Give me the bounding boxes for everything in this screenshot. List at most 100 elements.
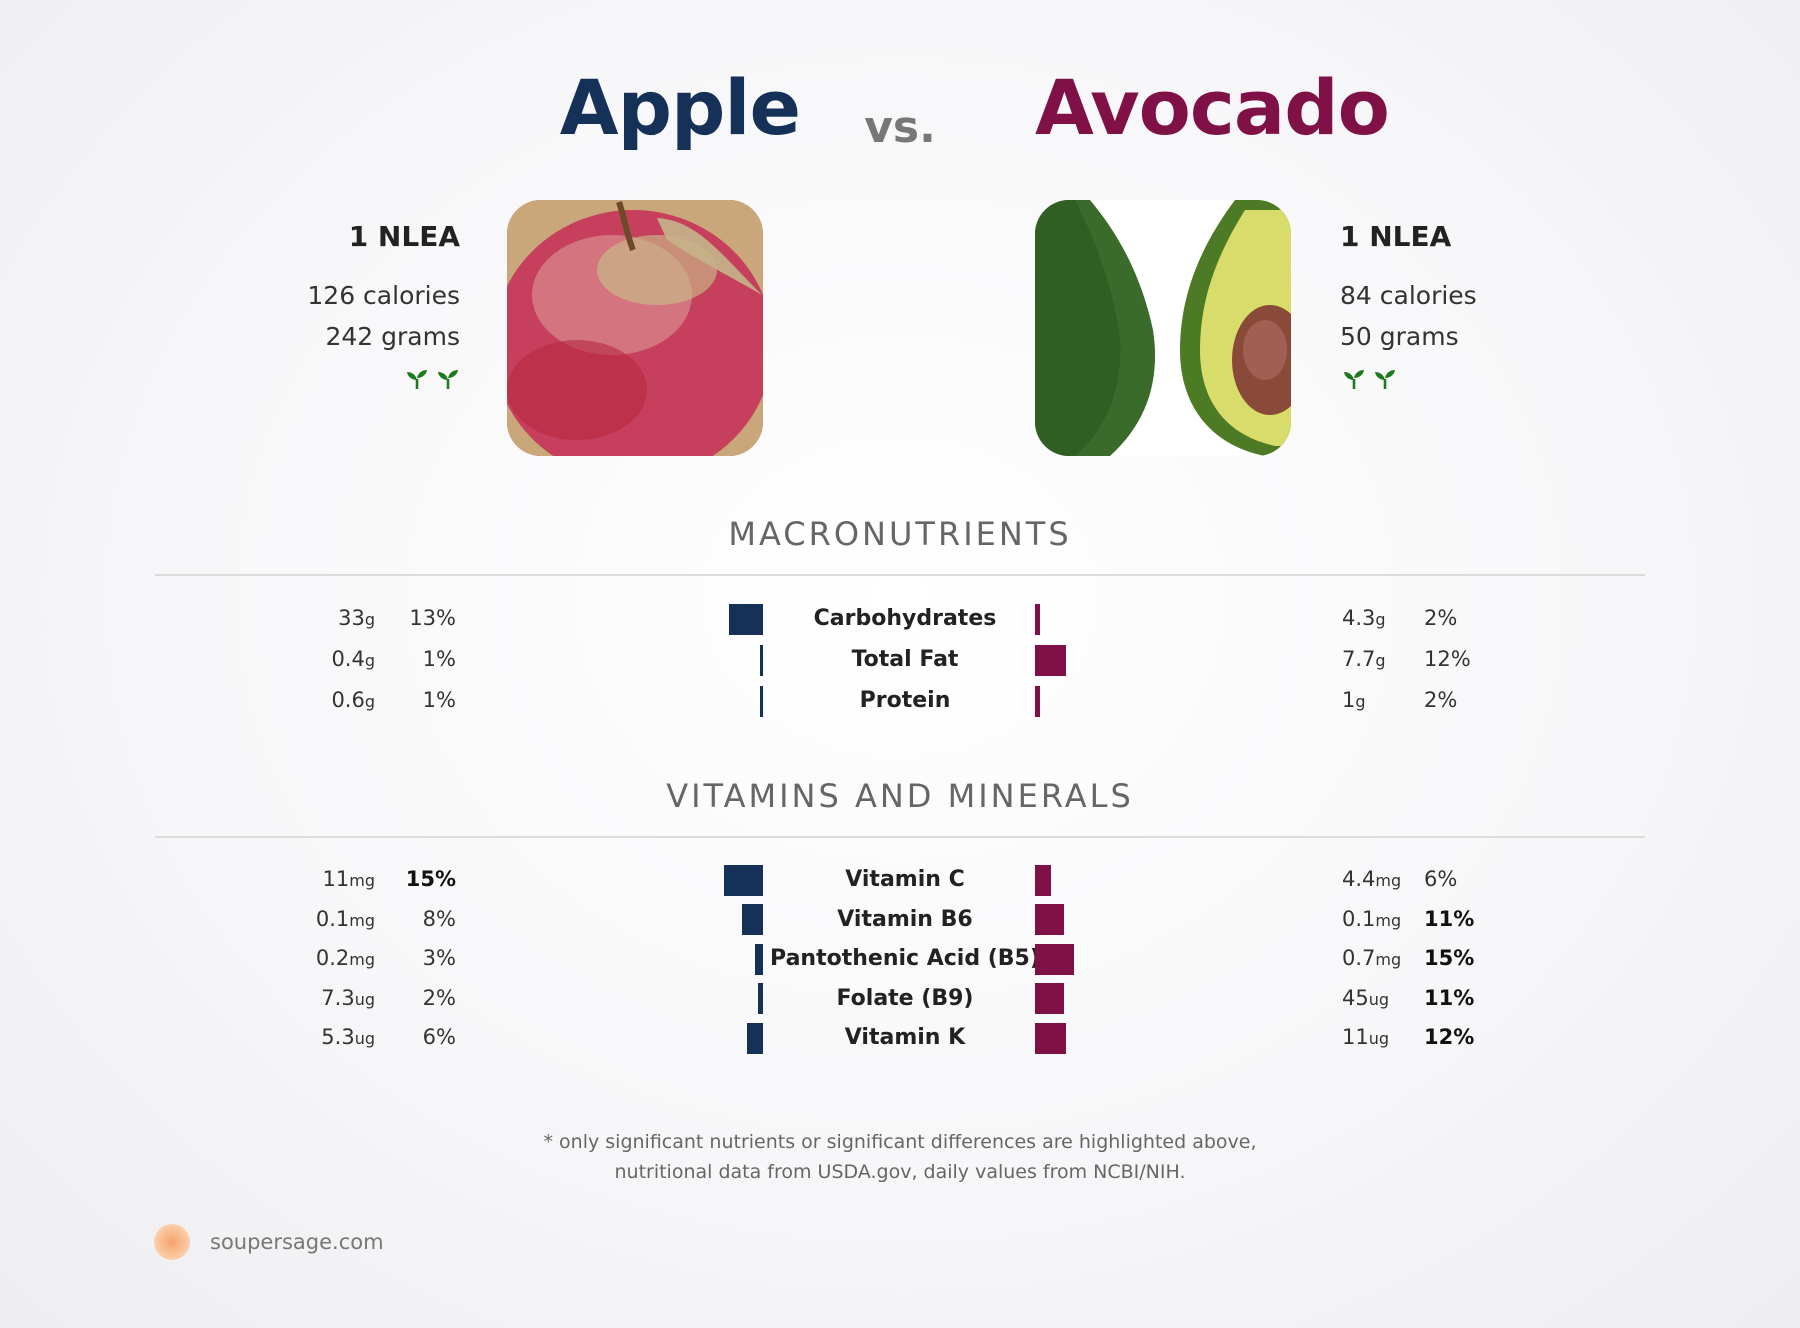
footnote-line-1: * only significant nutrients or signific… [543,1131,1257,1153]
left-amount-total-fat-unit: g [364,651,375,670]
brand-link[interactable]: soupersage.com [210,1230,384,1254]
right-bar-protein [1035,685,1041,717]
left-calories: 126 calories [307,281,460,310]
left-amount-vitamin-c: 11mg [322,867,375,891]
left-bar-folate-b9 [757,983,763,1014]
footnote-line-2: nutritional data from USDA.gov, daily va… [614,1161,1186,1183]
right-calories: 84 calories [1340,281,1477,310]
left-amount-protein-unit: g [364,692,375,711]
right-amount-vitamin-b6: 0.1mg [1342,906,1402,931]
right-amount-folate-b9-unit: ug [1368,989,1390,1009]
left-dv-folate-b9: 2% [422,985,456,1010]
right-dv-vitamin-b6: 11% [1424,906,1475,931]
right-amount-vitamin-b6-unit: mg [1375,910,1402,930]
footnote: * only significant nutrients or signific… [0,1127,1800,1187]
left-bar-carbohydrates [729,603,763,635]
apple-illustration [507,200,763,456]
vitamins-title: VITAMINS AND MINERALS [666,777,1134,815]
left-dv-carbohydrates: 13% [409,606,456,630]
left-amount-folate-b9-unit: ug [354,989,375,1009]
right-amount-total-fat: 7.7g [1342,647,1386,671]
macronutrients-title: MACRONUTRIENTS [728,515,1072,553]
right-serving: 1 NLEA [1340,220,1452,253]
left-amount-carbohydrates: 33g [338,606,375,630]
right-dv-vitamin-k: 12% [1424,1025,1475,1049]
left-sprouts [200,367,460,393]
left-dv-pantothenic-acid-b5: 3% [422,946,456,970]
nutrient-label-vitamin-c: Vitamin C [845,867,965,892]
avocado-illustration [1035,200,1291,456]
right-bar-vitamin-k [1035,1022,1067,1054]
right-amount-vitamin-k: 11ug [1342,1025,1390,1049]
nutrient-label-vitamin-b6: Vitamin B6 [837,906,973,932]
right-amount-folate-b9: 45ug [1342,985,1390,1010]
right-dv-carbohydrates: 2% [1424,606,1458,630]
right-amount-pantothenic-acid-b5-unit: mg [1375,950,1402,969]
right-bar-pantothenic-acid-b5 [1035,943,1074,975]
left-food-info: 1 NLEA 126 calories 242 grams [200,220,460,393]
vs-label: vs. [864,102,936,153]
left-bar-vitamin-b6 [742,904,763,935]
right-amount-carbohydrates: 4.3g [1342,606,1386,630]
left-amount-vitamin-k-unit: ug [354,1029,375,1048]
right-bar-total-fat [1035,644,1067,676]
nutrient-label-folate-b9: Folate (B9) [836,985,974,1011]
right-dv-vitamin-c: 6% [1424,867,1458,891]
right-bar-vitamin-b6 [1035,904,1064,935]
right-amount-total-fat-unit: g [1375,651,1386,670]
nutrient-label-total-fat: Total Fat [851,647,959,672]
right-dv-folate-b9: 11% [1424,985,1475,1010]
brand-logo-icon [154,1224,190,1260]
right-amount-vitamin-c: 4.4mg [1342,867,1402,891]
right-food-info: 1 NLEA 84 calories 50 grams [1340,220,1600,393]
right-sprouts [1340,367,1600,393]
left-bar-vitamin-c [724,864,763,896]
left-bar-pantothenic-acid-b5 [755,943,763,975]
apple-photo [507,200,763,456]
left-amount-pantothenic-acid-b5-unit: mg [349,950,375,969]
left-serving: 1 NLEA [348,220,460,253]
left-food-title: Apple [559,63,801,152]
right-amount-vitamin-c-unit: mg [1375,871,1402,890]
left-dv-vitamin-c: 15% [405,867,456,891]
left-dv-vitamin-b6: 8% [422,906,456,931]
right-amount-protein: 1g [1342,688,1366,712]
right-amount-carbohydrates-unit: g [1375,610,1386,629]
right-food-title: Avocado [1035,63,1390,152]
left-bar-protein [760,685,763,717]
macronutrients-divider [155,574,1645,576]
sprout-icon [1344,370,1364,389]
left-amount-total-fat: 0.4g [331,647,375,671]
right-bar-vitamin-c [1035,864,1051,896]
nutrient-label-vitamin-k: Vitamin K [844,1025,966,1050]
nutrient-label-carbohydrates: Carbohydrates [813,606,997,631]
sprout-icon [438,370,458,389]
avocado-photo [1035,200,1291,456]
right-amount-protein-unit: g [1355,692,1366,711]
sprout-icon [1375,370,1396,389]
right-amount-pantothenic-acid-b5: 0.7mg [1342,946,1402,970]
right-amount-vitamin-k-unit: ug [1368,1029,1390,1048]
left-amount-pantothenic-acid-b5: 0.2mg [315,946,375,970]
left-dv-protein: 1% [422,688,456,712]
sprout-icon [406,370,427,389]
right-bar-folate-b9 [1035,983,1064,1014]
left-amount-vitamin-b6-unit: mg [349,910,375,930]
nutrient-label-protein: Protein [859,688,951,713]
right-dv-total-fat: 12% [1424,647,1471,671]
left-amount-vitamin-c-unit: mg [349,871,375,890]
left-dv-vitamin-k: 6% [422,1025,456,1049]
left-amount-folate-b9: 7.3ug [321,985,375,1010]
right-dv-protein: 2% [1424,688,1458,712]
nutrient-label-pantothenic-acid-b5: Pantothenic Acid (B5) [770,946,1040,971]
left-amount-vitamin-k: 5.3ug [321,1025,375,1049]
right-bar-carbohydrates [1035,603,1041,635]
left-grams: 242 grams [325,322,460,351]
left-bar-total-fat [760,644,763,676]
vitamins-divider [155,836,1645,838]
left-bar-vitamin-k [747,1022,763,1054]
right-grams: 50 grams [1340,322,1459,351]
left-dv-total-fat: 1% [422,647,456,671]
right-dv-pantothenic-acid-b5: 15% [1424,946,1475,970]
left-amount-carbohydrates-unit: g [364,610,375,629]
